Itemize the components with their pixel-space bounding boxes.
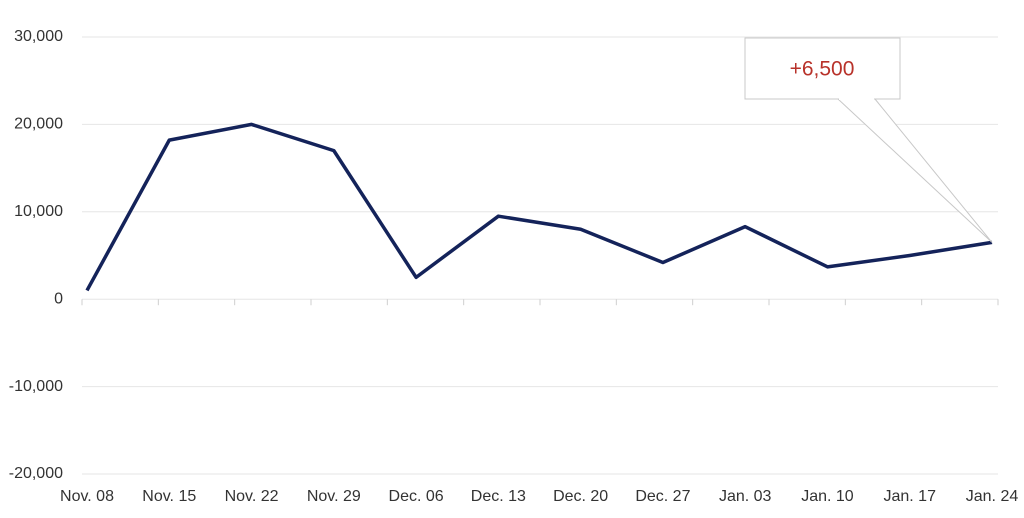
x-tick-label: Nov. 15 bbox=[142, 488, 196, 505]
x-tick-label: Nov. 08 bbox=[60, 488, 114, 505]
y-tick-label: 0 bbox=[54, 290, 63, 307]
callout-pointer bbox=[837, 98, 993, 243]
x-tick-label: Dec. 13 bbox=[471, 488, 526, 505]
x-tick-label: Jan. 03 bbox=[719, 488, 772, 505]
x-tick-label: Nov. 22 bbox=[225, 488, 279, 505]
x-tick-label: Dec. 06 bbox=[389, 488, 444, 505]
y-tick-label: -10,000 bbox=[9, 378, 63, 395]
x-tick-label: Dec. 27 bbox=[635, 488, 690, 505]
y-tick-label: 30,000 bbox=[14, 28, 63, 45]
y-tick-label: 10,000 bbox=[14, 203, 63, 220]
callout-box bbox=[744, 37, 901, 100]
y-tick-label: 20,000 bbox=[14, 116, 63, 133]
annotation: +6,500 bbox=[790, 58, 855, 81]
y-tick-label: -20,000 bbox=[9, 465, 63, 482]
x-tick-label: Jan. 10 bbox=[801, 488, 854, 505]
x-tick-label: Jan. 17 bbox=[883, 488, 936, 505]
line-series bbox=[85, 122, 993, 292]
x-tick-label: Jan. 24 bbox=[966, 488, 1019, 505]
x-tick-label: Nov. 29 bbox=[307, 488, 361, 505]
x-tick-label: Dec. 20 bbox=[553, 488, 608, 505]
